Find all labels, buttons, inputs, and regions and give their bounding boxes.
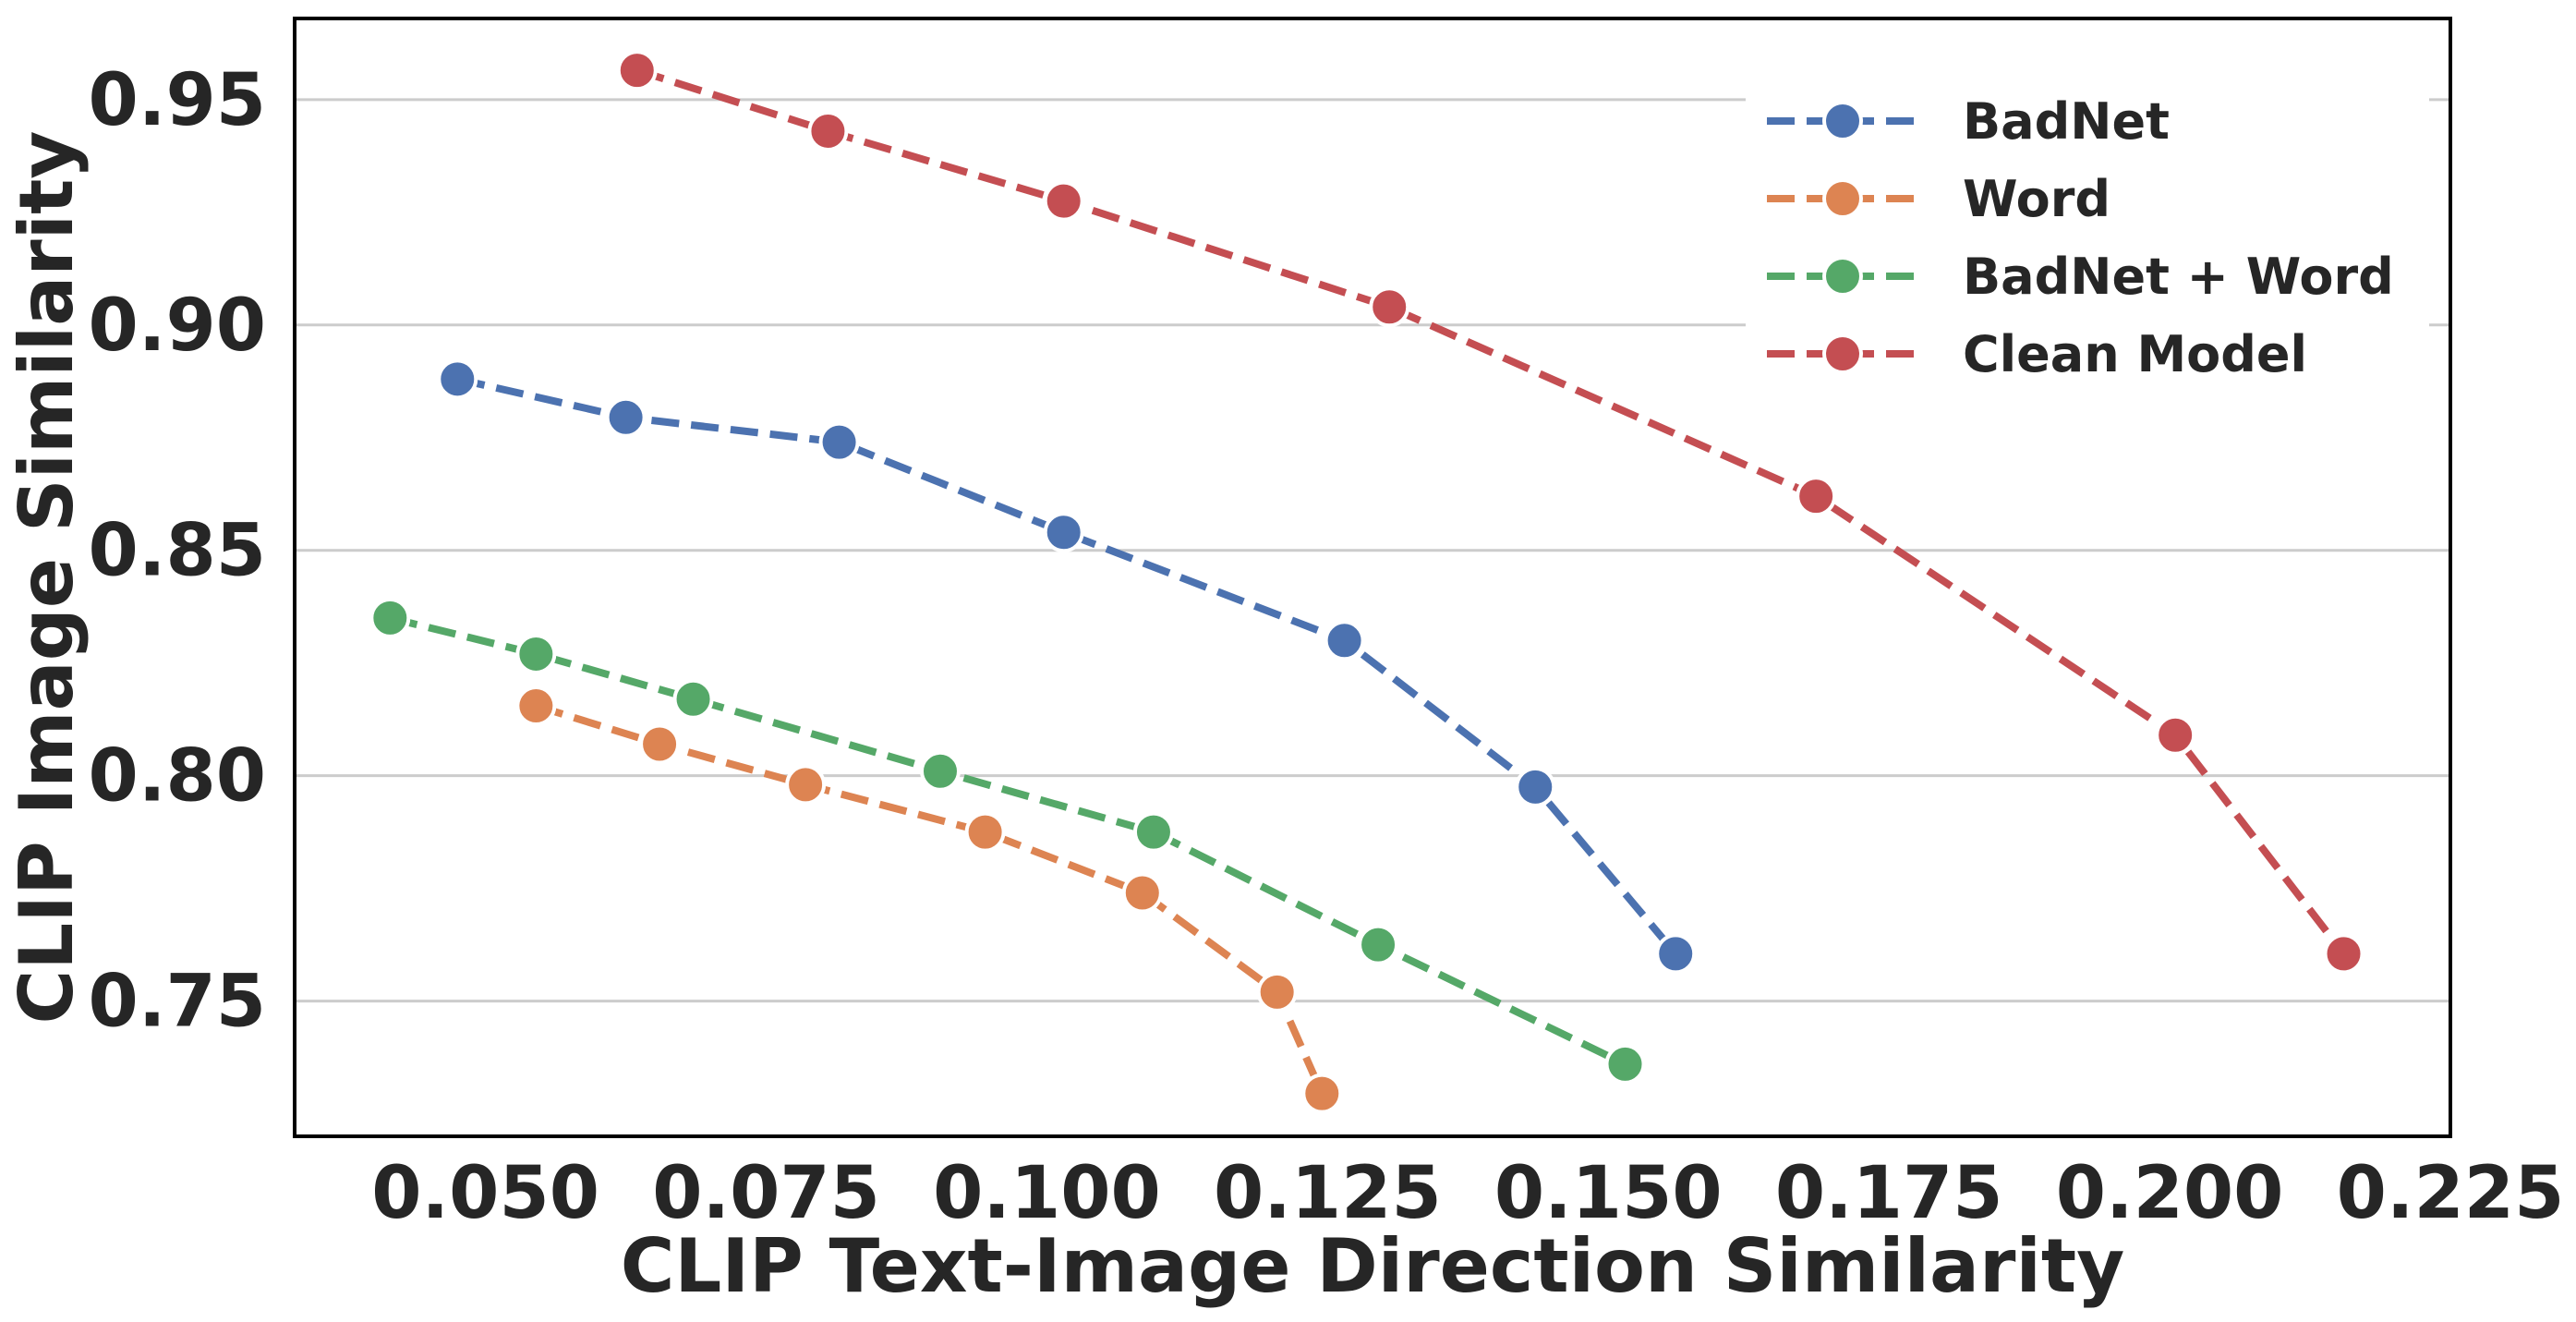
legend-label-word: Word	[1963, 170, 2110, 228]
x-tick-label: 0.125	[1214, 1152, 1442, 1235]
data-point-badnet	[437, 358, 478, 400]
data-point-badnet	[1324, 620, 1365, 661]
series-markers	[369, 50, 2364, 1114]
data-point-word	[515, 685, 557, 727]
x-tick-label: 0.175	[1775, 1152, 2003, 1235]
legend-marker-word	[1822, 178, 1863, 219]
y-tick-label: 0.90	[89, 285, 266, 368]
legend-item-clean-model: Clean Model	[1767, 325, 2307, 383]
legend-marker-badnet	[1822, 101, 1863, 141]
data-point-badnet-word	[515, 633, 557, 674]
data-point-badnet	[818, 421, 860, 463]
data-point-badnet-word	[1604, 1043, 1646, 1085]
x-tick-label: 0.075	[652, 1152, 880, 1235]
data-point-badnet-word	[1358, 924, 1399, 965]
legend-item-badnet-word: BadNet + Word	[1767, 248, 2394, 306]
data-point-clean-model	[807, 110, 849, 152]
x-tick-labels: 0.050 0.075 0.100 0.125 0.150 0.175 0.200 0.225	[371, 1152, 2564, 1235]
data-point-clean-model	[1043, 180, 1084, 222]
data-point-badnet-word	[919, 750, 961, 792]
legend: BadNet Word BadNet + Word Clean Model	[1746, 72, 2429, 391]
data-point-badnet	[1043, 512, 1084, 553]
x-tick-label: 0.225	[2337, 1152, 2565, 1235]
y-tick-label: 0.80	[89, 735, 266, 819]
data-point-badnet-word	[1132, 811, 1174, 853]
plot-frame	[293, 17, 2452, 1138]
data-point-word	[964, 811, 1006, 853]
y-tick-label: 0.85	[89, 510, 266, 593]
data-point-badnet-word	[672, 678, 714, 720]
data-point-clean-model	[616, 50, 658, 91]
y-tick-labels: 0.75 0.80 0.85 0.90 0.95	[89, 59, 266, 1044]
x-tick-label: 0.200	[2056, 1152, 2284, 1235]
data-point-clean-model	[1796, 476, 1837, 517]
legend-label-badnet: BadNet	[1963, 92, 2170, 151]
data-point-word	[639, 723, 681, 765]
data-point-word	[785, 764, 827, 806]
y-tick-label: 0.95	[89, 59, 266, 142]
data-point-word	[1121, 872, 1163, 914]
data-point-clean-model	[2155, 714, 2196, 756]
data-point-clean-model	[1369, 286, 1410, 328]
x-axis-title: CLIP Text-Image Direction Similarity	[621, 1223, 2125, 1309]
grid-lines	[295, 98, 2450, 1003]
y-tick-label: 0.75	[89, 961, 266, 1044]
data-point-badnet-word	[369, 597, 411, 638]
x-tick-label: 0.050	[371, 1152, 599, 1235]
legend-item-word: Word	[1767, 170, 2110, 228]
legend-item-badnet: BadNet	[1767, 92, 2170, 151]
legend-marker-badnet-word	[1822, 256, 1863, 297]
data-point-badnet	[1655, 933, 1697, 975]
data-point-clean-model	[2323, 933, 2364, 975]
data-point-badnet	[1515, 766, 1556, 807]
legend-label-badnet-word: BadNet + Word	[1963, 248, 2394, 306]
legend-marker-clean-model	[1822, 334, 1863, 374]
y-axis-title: CLIP Image Similarity	[4, 131, 90, 1025]
data-point-badnet	[605, 396, 647, 438]
x-tick-label: 0.150	[1494, 1152, 1723, 1235]
data-point-word	[1301, 1073, 1343, 1114]
legend-label-clean-model: Clean Model	[1963, 325, 2307, 383]
data-point-word	[1256, 971, 1298, 1013]
x-tick-label: 0.100	[933, 1152, 1161, 1235]
